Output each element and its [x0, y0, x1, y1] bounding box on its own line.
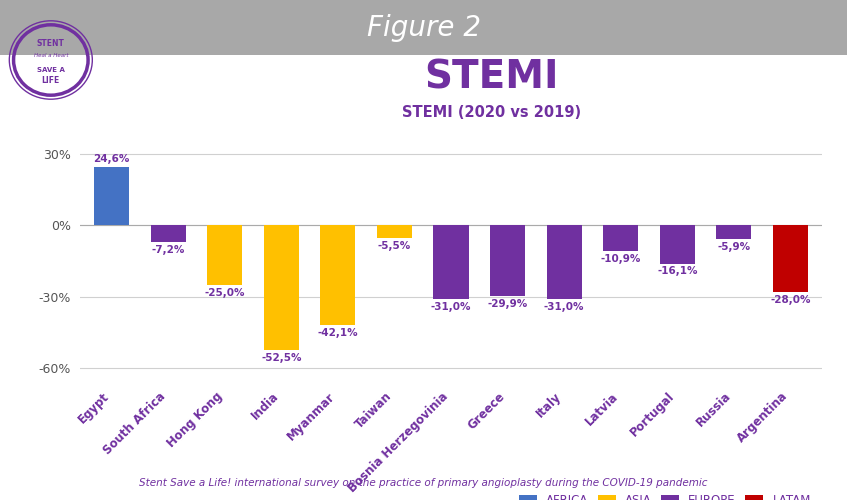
Text: -10,9%: -10,9% [601, 254, 641, 264]
Text: -29,9%: -29,9% [488, 300, 528, 310]
Text: -52,5%: -52,5% [261, 353, 302, 363]
Bar [603, 225, 639, 251]
Text: Stent Save a Life! international survey on the practice of primary angioplasty d: Stent Save a Life! international survey … [139, 478, 708, 488]
Text: SAVE A: SAVE A [37, 66, 64, 72]
Text: -16,1%: -16,1% [657, 266, 698, 276]
Text: -5,5%: -5,5% [378, 241, 411, 251]
Text: -31,0%: -31,0% [544, 302, 584, 312]
Text: -5,9%: -5,9% [717, 242, 750, 252]
Text: Heal a Heart: Heal a Heart [34, 54, 68, 59]
Bar [660, 225, 695, 264]
Text: -25,0%: -25,0% [204, 288, 245, 298]
Bar [208, 225, 242, 285]
Text: -42,1%: -42,1% [318, 328, 358, 338]
Bar [263, 225, 299, 350]
Text: LIFE: LIFE [42, 76, 60, 86]
Bar [717, 225, 751, 240]
Text: 24,6%: 24,6% [93, 154, 130, 164]
Bar [320, 225, 356, 326]
Text: STEMI: STEMI [424, 58, 558, 96]
Bar [546, 225, 582, 299]
Bar [151, 225, 185, 242]
Bar [490, 225, 525, 296]
Text: STEMI (2020 vs 2019): STEMI (2020 vs 2019) [401, 105, 581, 120]
Text: Figure 2: Figure 2 [367, 14, 480, 42]
Bar [773, 225, 808, 292]
Text: -28,0%: -28,0% [770, 295, 811, 305]
Text: STENT: STENT [37, 40, 64, 48]
Bar [434, 225, 468, 299]
Legend: AFRICA, ASIA, EUROPE, LATAM: AFRICA, ASIA, EUROPE, LATAM [514, 489, 816, 500]
Bar [377, 225, 412, 238]
Text: -7,2%: -7,2% [152, 245, 185, 255]
Bar [94, 166, 129, 225]
Text: -31,0%: -31,0% [431, 302, 471, 312]
